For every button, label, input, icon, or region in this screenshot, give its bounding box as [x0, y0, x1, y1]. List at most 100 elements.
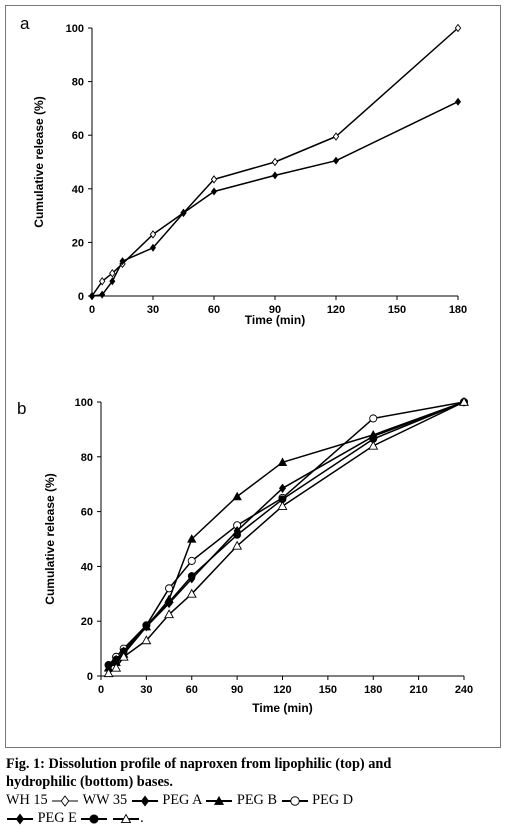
y-tick-label: 60 [81, 507, 93, 519]
legend-label: WW 35 [82, 792, 128, 808]
series-line [108, 401, 465, 667]
y-axis-label: Cumulative release (%) [43, 473, 57, 604]
data-point [187, 572, 196, 580]
x-tick-label: 60 [186, 684, 198, 696]
caption-line-1: Fig. 1: Dissolution profile of naproxen … [6, 755, 502, 773]
x-tick-label: 0 [98, 684, 104, 696]
series-line [91, 101, 459, 297]
y-tick-label: 40 [81, 561, 93, 573]
data-point [277, 500, 288, 510]
x-tick-label: 90 [269, 304, 281, 316]
data-point [278, 483, 287, 494]
caption-text-2: hydrophilic (bottom) bases. [6, 774, 173, 790]
y-tick-label: 80 [72, 77, 84, 89]
x-tick-label: 210 [409, 684, 427, 696]
legend-swatch [113, 813, 140, 823]
figure-frame [5, 5, 501, 748]
legend-swatch [7, 813, 33, 825]
caption-fig-label: Fig. 1: [6, 756, 45, 772]
y-tick-label: 100 [66, 23, 84, 35]
series-line [108, 401, 465, 674]
x-tick-label: 180 [449, 304, 467, 316]
series-ww-35 [89, 97, 461, 300]
data-point [111, 662, 122, 672]
data-point [210, 175, 218, 184]
data-point [232, 540, 243, 550]
series-peg-b [104, 397, 469, 670]
series-wh-15 [88, 23, 462, 301]
data-point [109, 268, 116, 278]
data-point [272, 171, 278, 180]
x-tick-label: 0 [89, 304, 95, 316]
x-tick-label: 30 [140, 684, 152, 696]
data-point [459, 396, 469, 406]
legend-swatch [131, 795, 158, 807]
data-point [187, 534, 197, 543]
legend-swatch [52, 794, 79, 807]
data-point [149, 230, 157, 239]
data-point [103, 668, 114, 678]
series-peg-a [103, 397, 469, 672]
data-point [141, 635, 152, 645]
y-tick-label: 80 [81, 452, 93, 464]
legend-swatch [281, 796, 308, 806]
data-point [455, 97, 461, 106]
data-point [98, 277, 106, 286]
x-tick-label: 180 [364, 684, 382, 696]
y-tick-label: 20 [72, 237, 84, 249]
legend-swatch [206, 795, 233, 805]
data-point [187, 556, 196, 565]
caption-line-2: hydrophilic (bottom) bases. [6, 773, 502, 791]
x-tick-label: 60 [208, 304, 220, 316]
x-tick-label: 90 [231, 684, 243, 696]
caption-legend-line: PEG E . [6, 809, 502, 827]
y-tick-label: 20 [81, 616, 93, 628]
data-point [332, 132, 340, 141]
figure-caption: Fig. 1: Dissolution profile of naproxen … [6, 755, 502, 827]
legend-label: PEG A [162, 792, 202, 808]
series-line [108, 401, 465, 666]
y-axis-label: Cumulative release (%) [32, 96, 46, 227]
data-point [142, 621, 151, 630]
data-point [118, 651, 129, 661]
data-point [164, 609, 175, 619]
data-point [89, 292, 95, 300]
data-point [119, 257, 126, 266]
x-tick-label: 120 [273, 684, 291, 696]
data-point [271, 157, 279, 167]
caption-end-punct: . [140, 810, 144, 826]
data-point [211, 187, 217, 196]
data-point [186, 588, 197, 598]
chart-panel-b: b 0 20 40 60 80 100 0 30 60 90 120 150 180 210 240 Time … [17, 396, 473, 715]
data-point [104, 661, 113, 669]
y-tick-label: 0 [87, 671, 93, 683]
data-point [180, 208, 187, 217]
y-tick-label: 60 [72, 130, 84, 142]
legend-label: PEG D [312, 792, 354, 808]
x-tick-label: 150 [388, 304, 406, 316]
x-tick-label: 30 [147, 304, 159, 316]
data-point [165, 598, 173, 606]
series-unnamed-4 [103, 396, 469, 678]
data-point [99, 290, 106, 299]
series-peg-d [105, 397, 468, 672]
series-line [91, 27, 459, 297]
legend-swatch-marker [15, 813, 25, 825]
data-point [112, 655, 120, 664]
data-point [150, 243, 156, 252]
caption-text-1: Dissolution profile of naproxen from lip… [48, 756, 392, 772]
caption-legend-line: WH 15 WW 35 PEG A PEG B PEG D [6, 791, 502, 809]
series-line [108, 401, 465, 669]
legend-label: PEG E [37, 810, 77, 826]
data-point [232, 491, 242, 501]
legend-swatch-marker [214, 795, 225, 805]
legend-label: PEG B [236, 792, 277, 808]
legend-swatch-marker [289, 796, 300, 806]
y-tick-label: 40 [72, 184, 84, 196]
x-axis-label: Time (min) [245, 313, 305, 327]
x-tick-label: 120 [327, 304, 345, 316]
data-point [454, 23, 462, 33]
legend-swatch-marker [140, 795, 149, 807]
y-tick-label: 100 [75, 397, 93, 409]
series-peg-e [104, 398, 468, 669]
